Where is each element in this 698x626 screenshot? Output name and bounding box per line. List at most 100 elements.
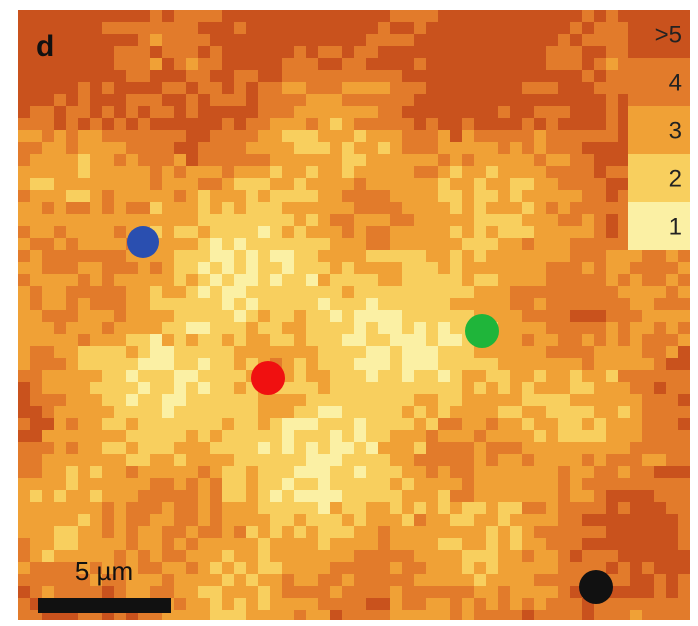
map-cell xyxy=(594,442,606,454)
map-cell xyxy=(198,418,210,430)
map-cell xyxy=(342,250,354,262)
map-cell xyxy=(114,286,126,298)
map-cell xyxy=(42,10,54,22)
map-cell xyxy=(342,22,354,34)
map-cell xyxy=(606,322,618,334)
map-cell xyxy=(534,214,546,226)
map-cell xyxy=(138,142,150,154)
map-cell xyxy=(54,466,66,478)
map-cell xyxy=(18,406,30,418)
map-cell xyxy=(354,430,366,442)
map-cell xyxy=(114,250,126,262)
map-cell xyxy=(162,190,174,202)
map-cell xyxy=(342,346,354,358)
map-cell xyxy=(510,250,522,262)
map-cell xyxy=(198,574,210,586)
map-cell xyxy=(246,502,258,514)
map-cell xyxy=(138,538,150,550)
map-cell xyxy=(354,346,366,358)
map-cell xyxy=(582,58,594,70)
map-cell xyxy=(114,538,126,550)
map-cell xyxy=(162,370,174,382)
map-cell xyxy=(606,370,618,382)
map-cell xyxy=(90,586,102,598)
map-cell xyxy=(414,58,426,70)
map-cell xyxy=(234,346,246,358)
map-cell xyxy=(162,442,174,454)
map-cell xyxy=(198,598,210,610)
map-cell xyxy=(378,586,390,598)
map-cell xyxy=(150,490,162,502)
map-cell xyxy=(174,406,186,418)
map-cell xyxy=(294,442,306,454)
map-cell xyxy=(558,286,570,298)
map-cell xyxy=(474,538,486,550)
map-cell xyxy=(282,586,294,598)
map-cell xyxy=(510,238,522,250)
map-cell xyxy=(546,370,558,382)
map-cell xyxy=(354,214,366,226)
map-cell xyxy=(66,538,78,550)
map-cell xyxy=(366,298,378,310)
map-cell xyxy=(246,142,258,154)
map-cell xyxy=(414,586,426,598)
map-cell xyxy=(582,538,594,550)
map-cell xyxy=(186,238,198,250)
map-cell xyxy=(510,166,522,178)
map-cell xyxy=(174,394,186,406)
map-cell xyxy=(18,106,30,118)
map-cell xyxy=(138,394,150,406)
map-cell xyxy=(18,274,30,286)
map-cell xyxy=(642,262,654,274)
map-cell xyxy=(198,58,210,70)
map-cell xyxy=(438,454,450,466)
map-cell xyxy=(534,526,546,538)
map-cell xyxy=(486,214,498,226)
map-cell xyxy=(450,574,462,586)
map-cell xyxy=(54,58,66,70)
map-cell xyxy=(582,154,594,166)
map-cell xyxy=(414,166,426,178)
map-cell xyxy=(18,238,30,250)
map-cell xyxy=(18,442,30,454)
map-cell xyxy=(522,262,534,274)
map-cell xyxy=(198,94,210,106)
map-cell xyxy=(462,466,474,478)
map-cell xyxy=(522,154,534,166)
map-cell xyxy=(474,130,486,142)
map-cell xyxy=(426,34,438,46)
map-cell xyxy=(150,502,162,514)
map-cell xyxy=(438,70,450,82)
map-cell xyxy=(126,70,138,82)
map-cell xyxy=(342,286,354,298)
map-cell xyxy=(534,274,546,286)
map-cell xyxy=(198,226,210,238)
map-cell xyxy=(558,46,570,58)
map-cell xyxy=(390,214,402,226)
map-cell xyxy=(366,94,378,106)
map-cell xyxy=(402,598,414,610)
map-cell xyxy=(318,262,330,274)
map-cell xyxy=(510,154,522,166)
map-cell xyxy=(234,370,246,382)
map-cell xyxy=(498,82,510,94)
map-cell xyxy=(438,430,450,442)
map-cell xyxy=(366,310,378,322)
map-cell xyxy=(510,118,522,130)
map-cell xyxy=(534,238,546,250)
map-cell xyxy=(510,382,522,394)
map-cell xyxy=(510,214,522,226)
map-cell xyxy=(618,478,630,490)
map-cell xyxy=(90,370,102,382)
map-cell xyxy=(258,346,270,358)
map-cell xyxy=(558,358,570,370)
map-cell xyxy=(18,574,30,586)
map-cell xyxy=(366,370,378,382)
map-cell xyxy=(282,610,294,620)
map-cell xyxy=(594,178,606,190)
map-cell xyxy=(414,418,426,430)
map-cell xyxy=(462,226,474,238)
map-cell xyxy=(630,274,642,286)
map-cell xyxy=(522,106,534,118)
map-cell xyxy=(330,178,342,190)
